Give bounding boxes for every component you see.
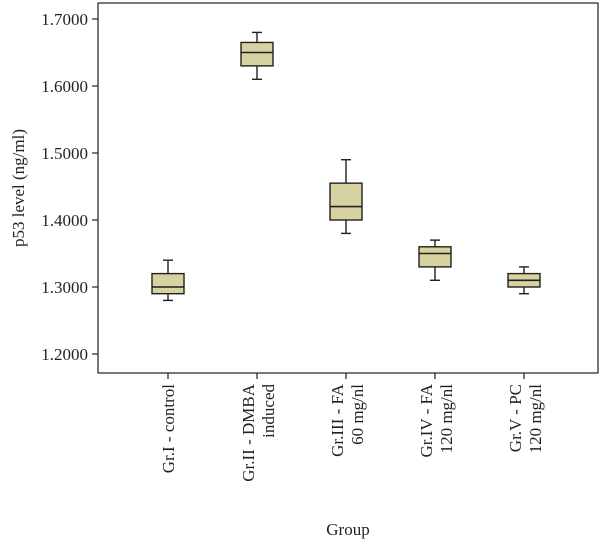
y-tick-label: 1.5000 (41, 144, 88, 163)
box-series (151, 31, 541, 302)
iqr-box (418, 246, 452, 268)
y-tick-label: 1.3000 (41, 278, 88, 297)
x-axis-label: Group (326, 520, 369, 539)
box-group (507, 266, 541, 295)
x-tick-label: Gr.II - DMBA (239, 383, 258, 481)
x-tick-label: Gr.III - FA (328, 383, 347, 457)
x-tick-label: Gr.V - PC (506, 384, 525, 452)
x-axis: Gr.I - control Gr.II - DMBA induced Gr.III … (159, 373, 545, 482)
y-tick-label: 1.7000 (41, 10, 88, 29)
x-tick-label: 120 mg/nl (526, 384, 545, 454)
x-tick-label: 60 mg/nl (348, 384, 367, 445)
x-tick-label: 120 mg/nl (437, 384, 456, 454)
box-group (329, 158, 363, 235)
plot-frame (97, 2, 599, 374)
x-tick-label: Gr.I - control (159, 384, 178, 474)
y-tick-label: 1.4000 (41, 211, 88, 230)
y-axis: 1.2000 1.3000 1.4000 1.5000 1.6000 1.7000 (41, 10, 98, 364)
box-group (418, 239, 452, 281)
x-tick-label: induced (259, 384, 278, 438)
y-axis-label: p53 level (ng/ml) (9, 129, 28, 247)
box-group (151, 259, 185, 302)
x-tick-label: Gr.IV - FA (417, 383, 436, 457)
iqr-box (240, 41, 274, 67)
box-group (240, 31, 274, 81)
iqr-box (151, 272, 185, 295)
iqr-box (329, 182, 363, 221)
y-tick-label: 1.6000 (41, 77, 88, 96)
y-tick-label: 1.2000 (41, 345, 88, 364)
